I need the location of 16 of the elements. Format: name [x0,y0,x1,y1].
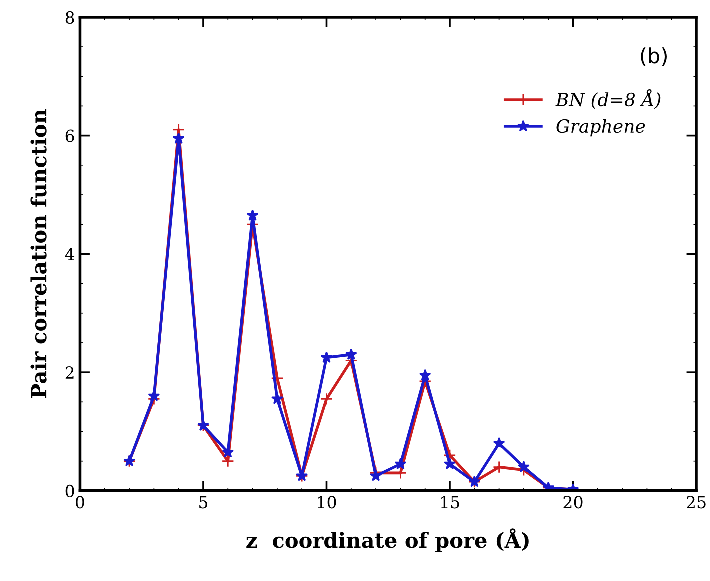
y-tick-label: 8 [66,11,74,24]
legend-label: Graphene [556,119,646,137]
x-tick-label: 0 [76,496,84,509]
x-axis-title: z coordinate of pore (Å) [246,528,529,552]
y-tick-label: 4 [65,248,75,261]
annotation: (b) [641,48,667,66]
y-tick-label: 2 [66,366,74,379]
x-tick-label: 5 [200,496,208,509]
x-tick-label: 20 [564,496,583,509]
x-tick-label: 10 [318,496,336,509]
y-tick-label: 0 [66,484,74,498]
legend-label: BN (d=8 Å) [556,90,661,110]
x-tick-label: 25 [687,496,706,509]
x-tick-label: 15 [441,496,460,509]
y-axis-title: Pair correlation function [30,110,47,398]
y-tick-label: 6 [66,130,74,142]
